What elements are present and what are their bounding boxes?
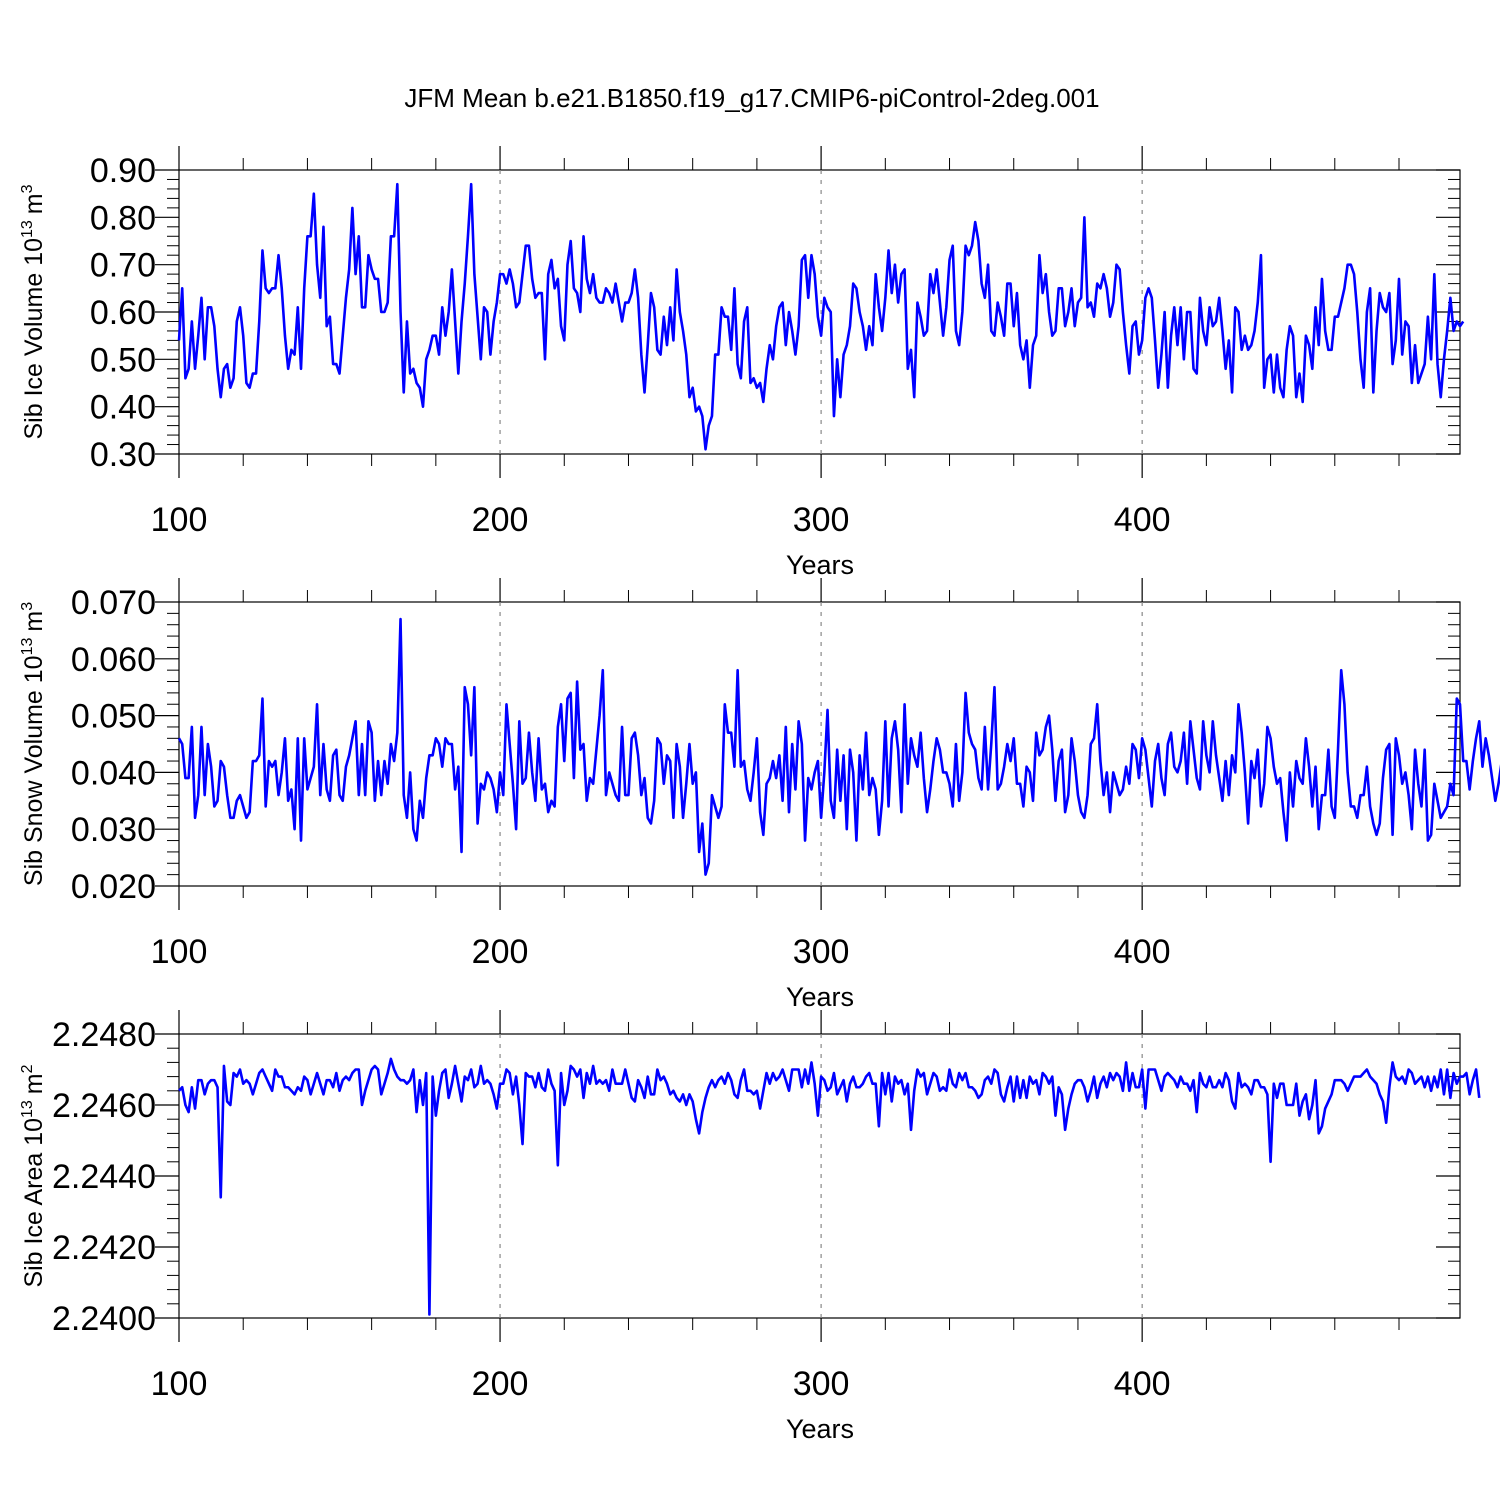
x-tick-label: 200: [472, 933, 529, 971]
y-axis-label-exponent: 13: [19, 220, 36, 238]
y-axis-label: Sib Ice Area 1013 m2: [19, 1064, 48, 1287]
x-tick-label: 300: [793, 933, 850, 971]
y-axis-label-unit-exponent: 3: [19, 184, 36, 193]
y-axis-label-main: Sib Ice Area 10: [20, 1118, 48, 1288]
y-tick-label: 0.90: [90, 152, 156, 190]
series-line: [177, 182, 1465, 451]
y-axis-label-unit-exponent: 3: [19, 602, 36, 611]
y-tick-label: 2.2480: [52, 1016, 156, 1054]
y-axis-label-main: Sib Snow Volume 10: [20, 655, 48, 886]
plot-frame: [178, 169, 1461, 455]
y-tick-label: 0.70: [90, 247, 156, 285]
x-tick-label: 100: [151, 501, 208, 539]
x-tick-label: 100: [151, 1365, 208, 1403]
y-tick-label: 0.030: [71, 811, 156, 849]
figure-title: JFM Mean b.e21.B1850.f19_g17.CMIP6-piCon…: [404, 83, 1099, 113]
x-axis-label: Years: [786, 550, 854, 580]
y-tick-label: 0.050: [71, 698, 156, 736]
x-axis-label: Years: [786, 982, 854, 1012]
y-tick-label: 2.2400: [52, 1300, 156, 1338]
y-axis-label-unit: m: [20, 1073, 48, 1094]
y-axis-label-unit-exponent: 2: [19, 1064, 36, 1073]
plot-frame: [178, 601, 1461, 887]
x-tick-label: 100: [151, 933, 208, 971]
x-tick-label: 400: [1114, 933, 1171, 971]
y-axis-label-unit: m: [20, 611, 48, 632]
y-tick-label: 0.50: [90, 341, 156, 379]
y-tick-label: 2.2440: [52, 1158, 156, 1196]
y-axis-label-main: Sib Ice Volume 10: [20, 238, 48, 440]
panel-3: 100 200 300 400 2.2400 2.2420 2.2440 2.2460 2.24…: [19, 1010, 1481, 1444]
series-line: [178, 1057, 1481, 1316]
y-axis-label: Sib Snow Volume 1013 m3: [19, 602, 48, 886]
panel-1: 100 200 300 400 0.30 0.40 0.50 0.60 0.70 0.80 0.90…: [19, 146, 1465, 580]
x-tick-label: 200: [472, 1365, 529, 1403]
y-tick-label: 0.60: [90, 294, 156, 332]
panels: 100 200 300 400 0.30 0.40 0.50 0.60 0.70 0.80 0.90…: [19, 146, 1500, 1444]
series-line: [177, 617, 1500, 876]
y-axis-label: Sib Ice Volume 1013 m3: [19, 184, 48, 439]
y-tick-label: 0.020: [71, 868, 156, 906]
y-tick-label: 0.80: [90, 199, 156, 237]
y-tick-label: 0.40: [90, 389, 156, 427]
y-tick-label: 2.2420: [52, 1229, 156, 1267]
y-axis-label-unit: m: [20, 193, 48, 214]
y-tick-label: 0.060: [71, 641, 156, 679]
x-tick-label: 300: [793, 1365, 850, 1403]
y-tick-label: 0.30: [90, 436, 156, 474]
x-tick-label: 400: [1114, 1365, 1171, 1403]
plot-frame: [178, 1033, 1461, 1319]
y-axis-label-exponent: 13: [19, 1100, 36, 1118]
y-tick-label: 2.2460: [52, 1087, 156, 1125]
x-tick-label: 300: [793, 501, 850, 539]
y-axis-label-exponent: 13: [19, 638, 36, 656]
x-tick-label: 400: [1114, 501, 1171, 539]
y-tick-label: 0.040: [71, 754, 156, 792]
x-axis-label: Years: [786, 1414, 854, 1444]
panel-2: 100 200 300 400 0.020 0.030 0.040 0.050 0.060 0.0…: [19, 578, 1500, 1012]
x-tick-label: 200: [472, 501, 529, 539]
y-tick-label: 0.070: [71, 584, 156, 622]
